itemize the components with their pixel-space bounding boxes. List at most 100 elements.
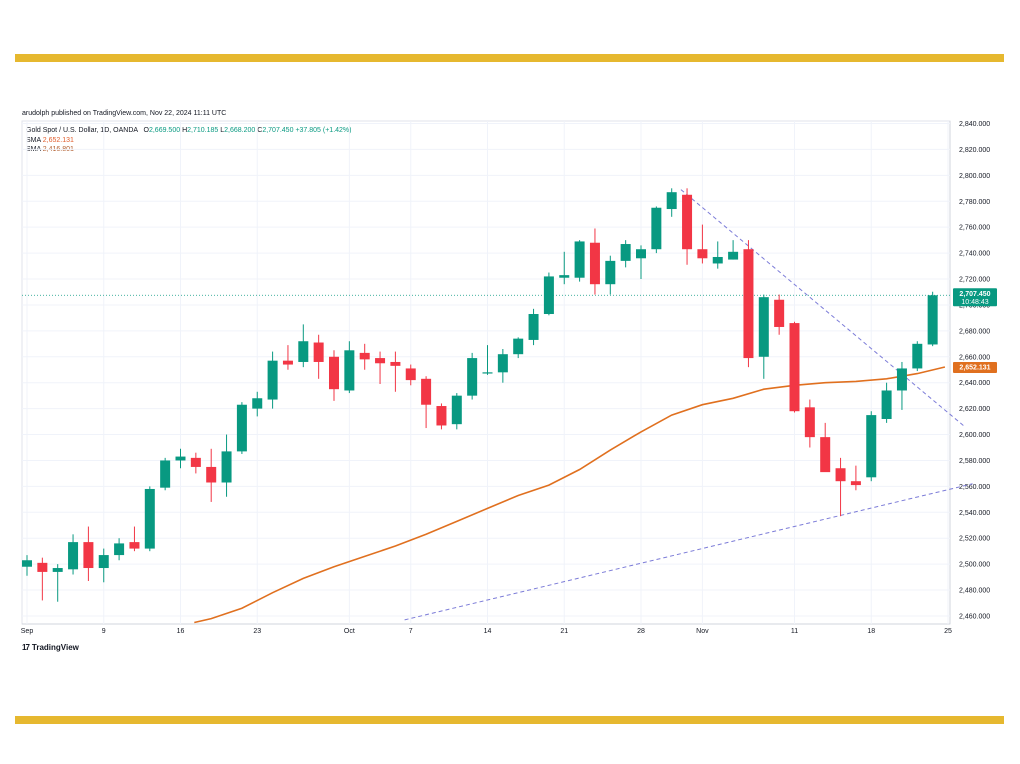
candle-body [543,276,554,315]
candle-body [758,297,769,357]
legend-close-label: C [257,127,263,134]
candle-body [252,398,263,409]
candle-up [482,345,493,375]
legend-high-label: H [182,127,188,134]
x-tick-label: 25 [944,628,952,635]
candle-up [68,534,79,575]
y-tick-label: 2,780.000 [959,199,990,206]
tradingview-logo-text: TradingView [31,643,79,652]
candle-body [52,568,63,572]
legend-sma1-value: 2,652.131 [42,136,74,144]
candle-up [236,402,247,454]
candle-down [359,343,370,370]
candle-body [589,242,600,285]
legend-sma-row-1: SMA 2,652.131 [26,136,351,146]
candle-body [866,415,877,478]
candle-down [774,294,785,335]
candle-down [206,448,217,502]
candle-up [528,308,539,346]
candle-body [912,343,923,369]
candle-body [728,251,739,260]
y-tick-label: 2,820.000 [959,147,990,154]
candle-body [405,368,416,381]
candle-body [651,207,662,250]
candle-up [620,240,631,268]
x-tick-label: Oct [344,628,355,635]
y-tick-label: 2,620.000 [959,406,990,413]
candle-down [190,452,201,474]
candle-body [850,481,861,486]
candle-up [98,548,109,583]
candle-down [421,376,432,429]
y-tick-label: 2,740.000 [959,251,990,258]
legend-high-value: 2,710.185 [187,127,219,134]
sma-price-tag [953,361,997,373]
candle-down [405,364,416,386]
y-tick-label: 2,760.000 [959,225,990,232]
candle-up [114,538,125,561]
candle-body [896,368,907,391]
candle-up [605,255,616,295]
candle-up [543,272,554,316]
candle-up [252,391,263,417]
candle-body [605,260,616,285]
candle-up [144,486,155,552]
candle-down [789,321,800,413]
candle-body [390,361,401,366]
candle-up [896,361,907,410]
y-tick-label: 2,580.000 [959,458,990,465]
candle-down [129,526,140,552]
y-tick-label: 2,680.000 [959,328,990,335]
legend-change: +37.805 (+1.42%) [295,127,352,134]
candle-body [559,275,570,278]
candle-body [175,456,186,461]
candle-body [743,249,754,359]
candle-up [574,240,585,282]
candle-body [267,360,278,400]
candle-body [313,342,324,362]
candle-body [421,378,432,405]
candle-body [298,341,309,362]
legend-symbol: Gold Spot / U.S. Dollar, 1D, OANDA [26,127,138,134]
candle-body [436,406,447,426]
candle-body [835,468,846,482]
candle-up [636,245,646,280]
candle-down [282,345,293,370]
candle-down [850,465,861,491]
last-price-tag-value: 2,707.450 [959,291,990,298]
candle-up [651,206,662,254]
candle-body [329,356,339,390]
candle-body [22,560,32,567]
x-tick-label: 7 [409,628,413,635]
trendline [404,483,973,621]
candle-body [682,194,693,250]
legend-open-label: O [143,127,149,134]
y-tick-label: 2,640.000 [959,380,990,387]
y-gridlines [22,123,950,617]
legend-low-value: 2,668.200 [224,127,256,134]
candle-up [267,351,278,409]
candle-up [175,448,186,469]
candle-body [190,457,201,467]
candle-body [927,295,938,345]
x-tick-label: 18 [867,628,875,635]
y-tick-label: 2,520.000 [959,536,990,543]
y-tick-label: 2,480.000 [959,588,990,595]
candle-body [282,360,293,365]
candle-body [666,192,677,210]
candle-body [221,451,232,483]
sma-line [194,366,946,624]
candle-down [697,224,708,264]
candle-body [129,542,140,549]
candle-up [467,352,478,400]
x-tick-label: Nov [696,628,709,635]
candle-up [758,294,769,379]
candle-up [160,457,171,491]
candle-up [712,241,723,269]
trendline [680,189,964,426]
candle-up [728,240,739,260]
candle-up [912,341,923,372]
sma-price-tag-value: 2,652.131 [959,364,990,371]
y-tick-label: 2,720.000 [959,277,990,284]
